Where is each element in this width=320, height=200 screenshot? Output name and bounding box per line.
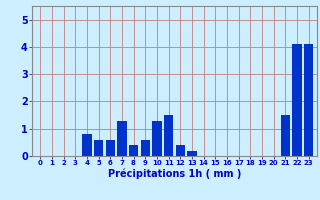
Bar [82,134,92,156]
Bar [304,44,313,156]
Bar [281,115,290,156]
Bar [106,140,115,156]
Bar [152,121,162,156]
Bar [117,121,126,156]
Bar [187,151,196,156]
Bar [129,145,138,156]
Bar [176,145,185,156]
X-axis label: Précipitations 1h ( mm ): Précipitations 1h ( mm ) [108,169,241,179]
Bar [164,115,173,156]
Bar [292,44,302,156]
Bar [140,140,150,156]
Bar [94,140,103,156]
